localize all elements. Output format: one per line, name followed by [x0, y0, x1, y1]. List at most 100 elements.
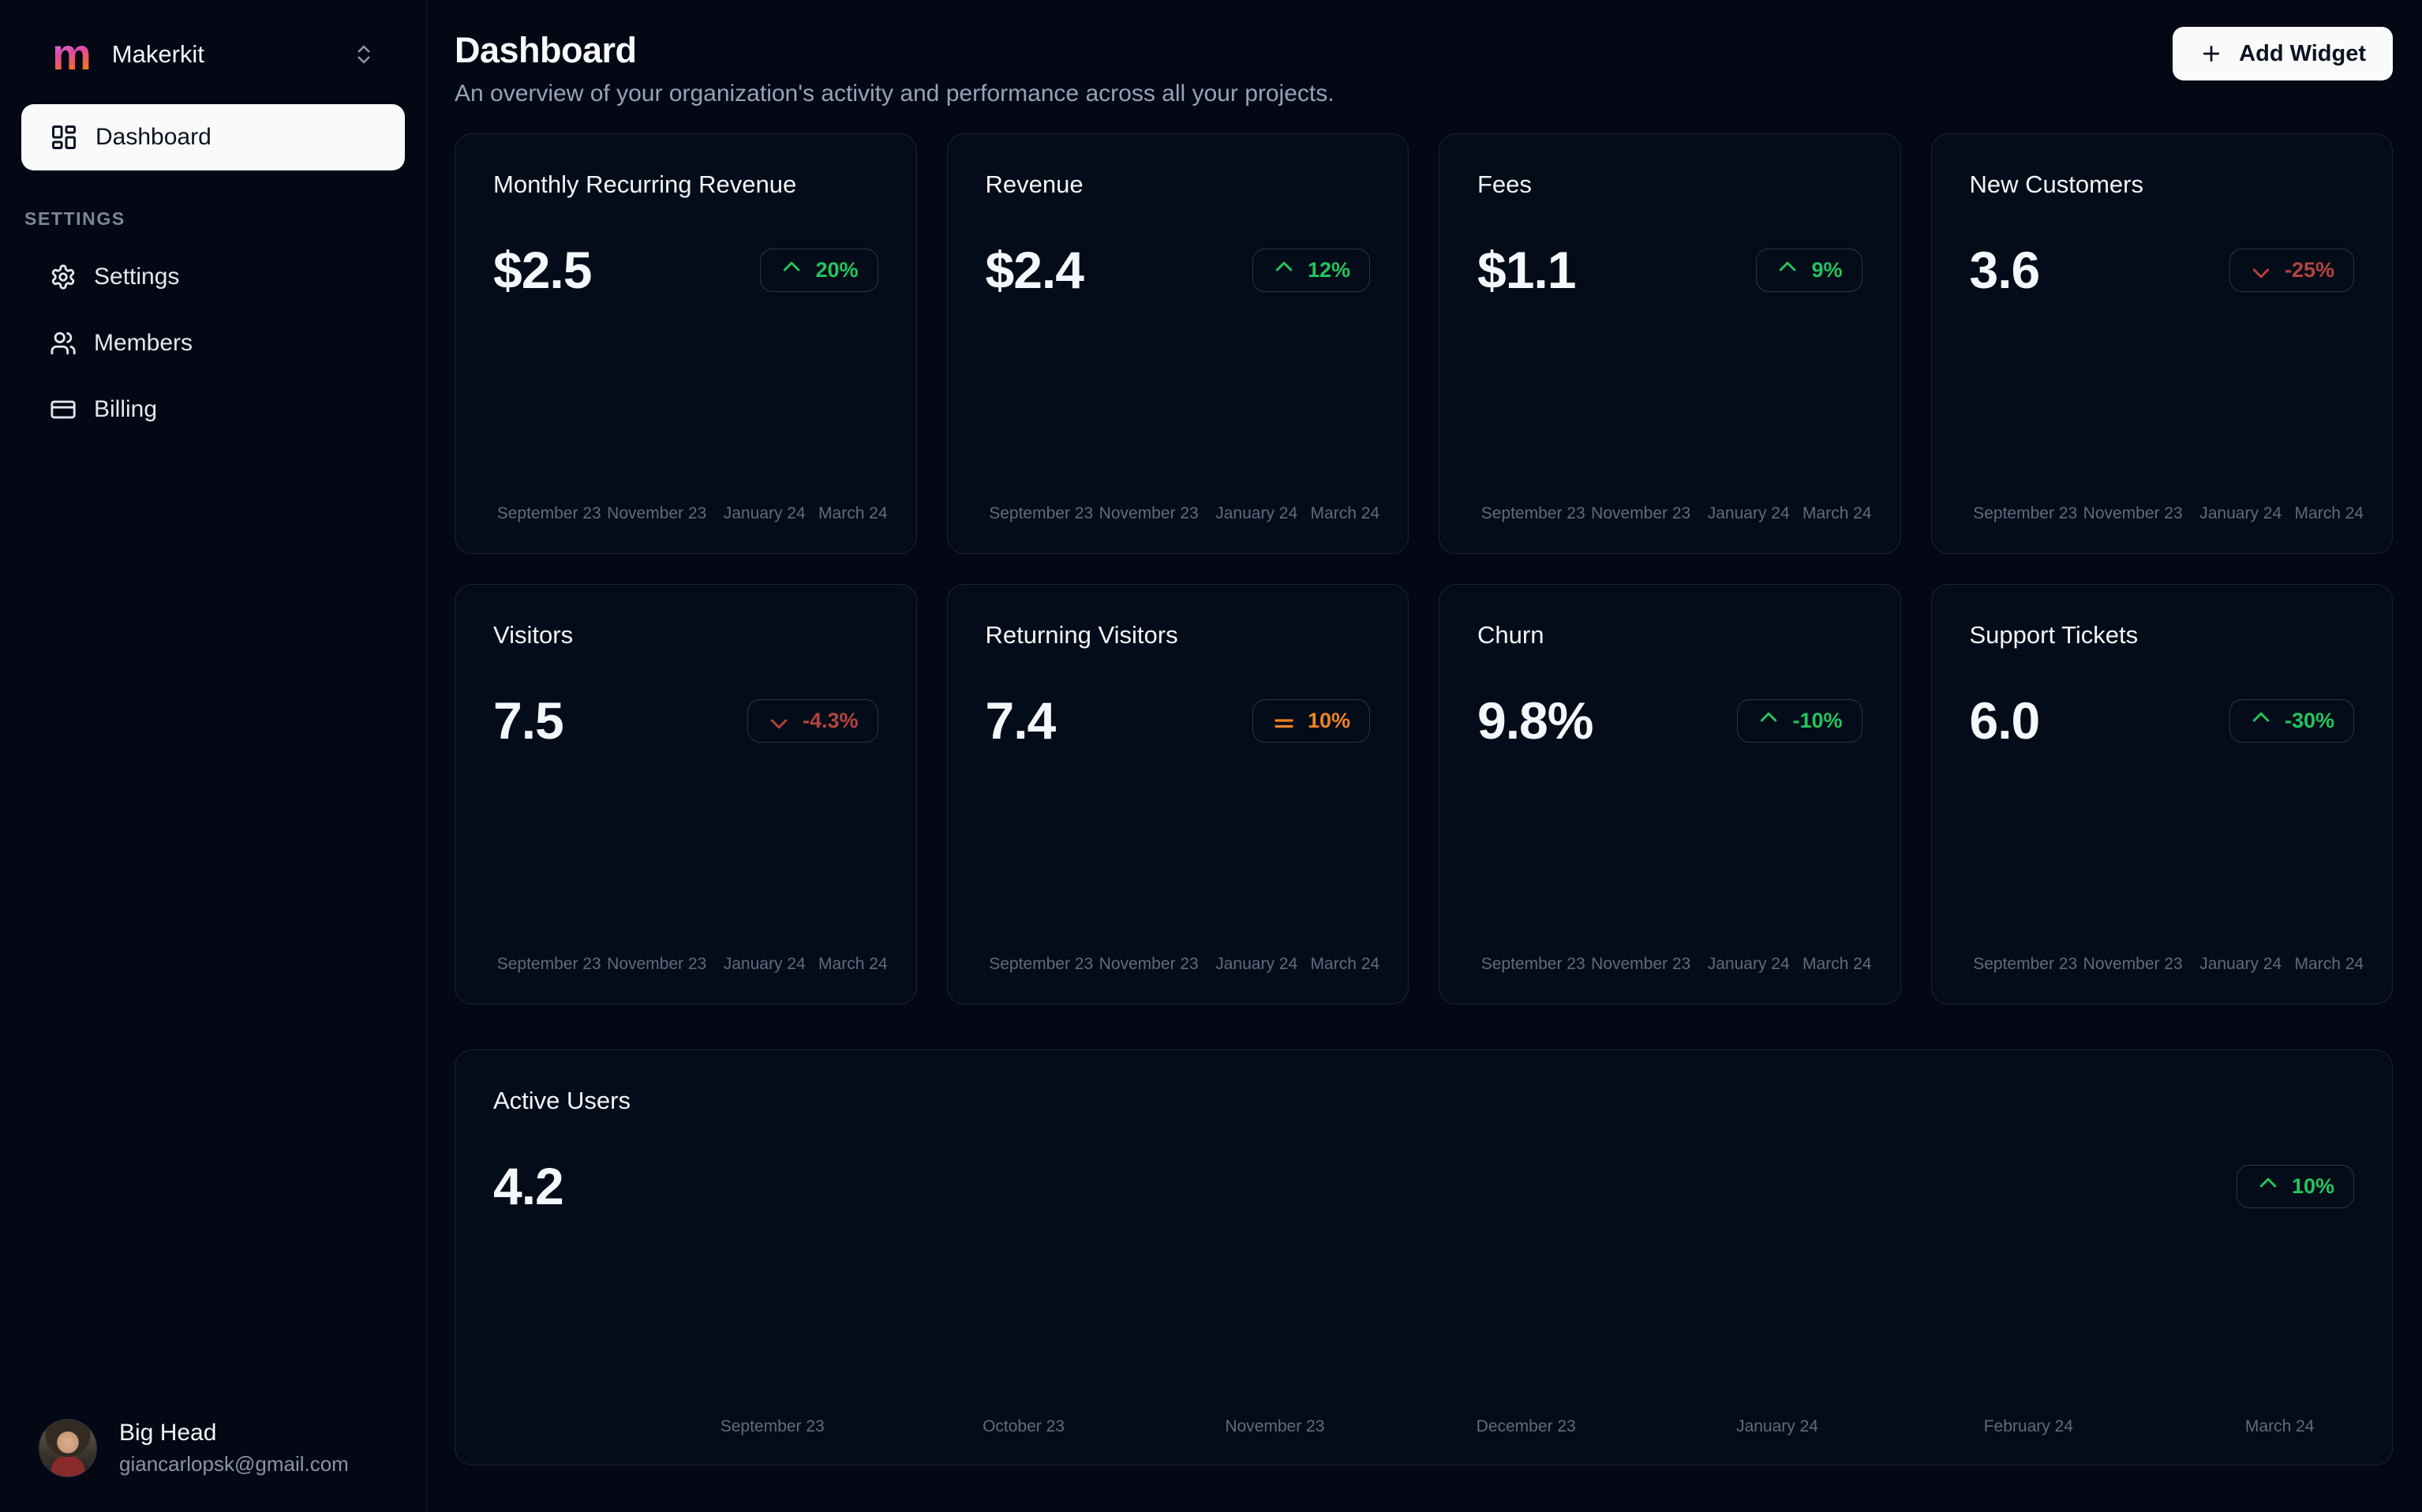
add-widget-button[interactable]: Add Widget — [2173, 27, 2393, 80]
metric-card: Churn 9.8% -10% September 23 November 23 J… — [1439, 584, 1901, 1005]
trend-badge: -30% — [2229, 698, 2354, 743]
trend-badge: -25% — [2229, 248, 2354, 292]
x-axis-labels: September 23 November 23 January 24 March 2… — [986, 501, 1379, 526]
page-header: Dashboard An overview of your organizati… — [455, 22, 2393, 107]
x-axis-label: December 23 — [1476, 1417, 1576, 1435]
metric-value: 9.8% — [1477, 691, 1593, 750]
x-axis-label: September 23 — [989, 504, 1094, 522]
gear-icon — [50, 264, 77, 290]
metric-title: Fees — [1477, 170, 1532, 198]
trend-icon — [2256, 1174, 2280, 1198]
metric-title: New Customers — [1969, 170, 2144, 198]
trend-badge: -4.3% — [747, 698, 878, 743]
x-axis-label: September 23 — [1481, 955, 1585, 973]
x-axis-label: January 24 — [723, 955, 806, 973]
trend-icon — [1776, 258, 1799, 282]
sidebar-item-members[interactable]: Members — [21, 310, 405, 376]
x-axis-label: January 24 — [723, 504, 806, 522]
trend-badge: 10% — [2236, 1164, 2354, 1208]
x-axis-label: September 23 — [720, 1417, 825, 1435]
x-axis-label: March 24 — [1310, 955, 1380, 973]
x-axis-label: January 24 — [1215, 955, 1298, 973]
avatar — [39, 1419, 97, 1477]
x-axis-label: March 24 — [2294, 955, 2364, 973]
chart-area: September 23 November 23 January 24 March 2… — [986, 339, 1379, 526]
trend-label: -25% — [2284, 257, 2334, 282]
users-icon — [50, 330, 77, 357]
x-axis-label: October 23 — [983, 1417, 1065, 1435]
trend-icon — [2249, 709, 2273, 732]
metrics-grid: Monthly Recurring Revenue $2.5 20% Septe… — [455, 133, 2393, 1005]
workspace-selector[interactable]: m Makerkit — [0, 0, 426, 104]
dashboard-icon — [50, 123, 78, 152]
main-content: Dashboard An overview of your organizati… — [427, 0, 2422, 1512]
page-subtitle: An overview of your organization's activ… — [455, 80, 1335, 107]
credit-card-icon — [50, 396, 77, 423]
trend-badge: 20% — [760, 248, 878, 292]
x-axis-label: September 23 — [496, 955, 601, 973]
x-axis-label: March 24 — [1802, 955, 1872, 973]
x-axis-label: November 23 — [1591, 955, 1691, 973]
x-axis-label: September 23 — [1481, 504, 1585, 522]
trend-icon — [767, 709, 791, 732]
sparkline-chart — [986, 789, 1371, 939]
trend-icon — [1272, 258, 1296, 282]
sidebar-item-label: Dashboard — [95, 123, 212, 150]
sidebar-item-settings[interactable]: Settings — [21, 244, 405, 310]
metric-card: Monthly Recurring Revenue $2.5 20% Septe… — [455, 133, 917, 554]
sparkline-chart — [1970, 789, 2355, 939]
x-axis-label: September 23 — [989, 955, 1094, 973]
metric-value: 6.0 — [1969, 691, 2041, 750]
x-axis-label: September 23 — [1973, 504, 2078, 522]
x-axis-label: November 23 — [1225, 1417, 1325, 1435]
metric-title: Monthly Recurring Revenue — [493, 170, 797, 198]
plus-icon — [2199, 42, 2223, 65]
chevrons-up-down-icon — [352, 43, 376, 66]
sidebar-item-label: Members — [94, 329, 193, 356]
x-axis-label: January 24 — [1707, 955, 1790, 973]
metric-title: Active Users — [493, 1087, 631, 1114]
x-axis-label: January 24 — [2199, 955, 2282, 973]
workspace-name: Makerkit — [111, 40, 204, 69]
x-axis-label: January 24 — [1707, 504, 1790, 522]
metric-card: Support Tickets 6.0 -30% September 23 Nov… — [1930, 584, 2393, 1005]
wide-card-holder: Active Users 4.2 10% September 23 October… — [455, 1050, 2393, 1465]
trend-badge: -10% — [1737, 698, 1862, 743]
sidebar-item-dashboard[interactable]: Dashboard — [21, 103, 405, 170]
trend-label: 9% — [1811, 257, 1843, 282]
trend-icon — [780, 258, 803, 282]
x-axis-label: January 24 — [1736, 1417, 1818, 1435]
metric-card: Fees $1.1 9% September 23 November 23 Janu… — [1439, 133, 1901, 554]
x-axis-label: September 23 — [1973, 955, 2078, 973]
sidebar-item-billing[interactable]: Billing — [21, 376, 405, 443]
x-axis-labels: September 23 October 23 November 23 Decembe… — [493, 1414, 2354, 1439]
makerkit-logo-icon: m — [52, 29, 92, 79]
metric-card: Visitors 7.5 -4.3% September 23 November … — [455, 584, 917, 1005]
trend-label: 10% — [1307, 708, 1350, 732]
metric-value: $1.1 — [1477, 241, 1576, 299]
metric-card: New Customers 3.6 -25% September 23 Novem… — [1930, 133, 2393, 554]
sparkline-chart — [493, 1216, 2354, 1402]
chart-area: September 23 October 23 November 23 Decembe… — [493, 1216, 2354, 1439]
x-axis-labels: September 23 November 23 January 24 March 2… — [1970, 952, 2364, 977]
metric-title: Returning Visitors — [985, 621, 1178, 649]
x-axis-label: January 24 — [2199, 504, 2282, 522]
x-axis-label: March 24 — [2294, 504, 2364, 522]
trend-badge: 9% — [1756, 248, 1862, 292]
x-axis-label: November 23 — [1591, 504, 1691, 522]
metric-value: 7.4 — [985, 691, 1057, 750]
metric-value: 3.6 — [1969, 241, 2041, 299]
x-axis-label: September 23 — [496, 504, 601, 522]
x-axis-label: November 23 — [1099, 955, 1199, 973]
metric-card: Returning Visitors 7.4 10% September 23 N… — [946, 584, 1409, 1005]
x-axis-labels: September 23 November 23 January 24 March 2… — [493, 952, 888, 977]
metric-value: 4.2 — [493, 1157, 564, 1215]
metric-value: 7.5 — [493, 691, 564, 750]
user-menu[interactable]: Big Head giancarlopsk@gmail.com — [0, 1397, 426, 1512]
metric-title: Revenue — [985, 170, 1084, 198]
trend-badge: 10% — [1252, 698, 1370, 743]
chart-area: September 23 November 23 January 24 March 2… — [493, 789, 888, 977]
trend-icon — [1272, 709, 1296, 732]
x-axis-labels: September 23 November 23 January 24 March 2… — [986, 952, 1379, 977]
trend-icon — [2249, 258, 2273, 282]
